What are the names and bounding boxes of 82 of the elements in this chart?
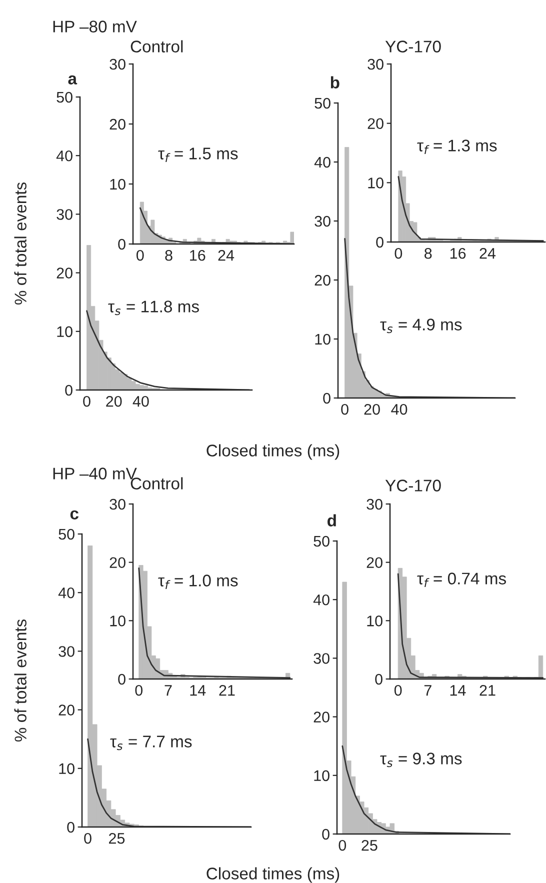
y-tick-label: 20 [110,557,126,568]
y-tick-label: 20 [368,118,384,130]
chart-title: d [328,514,336,526]
y-tick-label: 30 [314,653,330,664]
annotation: τ$_{f}$ = 1.3 ms [417,140,497,154]
y-tick-label: 30 [110,58,126,70]
chart-title: Control [130,477,183,490]
y-tick-label: 0 [375,674,382,685]
y-tick-label: 10 [314,770,330,782]
annotation: τ$_{f}$ = 0.74 ms [417,572,506,588]
x-tick-label: 7 [424,685,432,696]
x-tick-label: 25 [362,840,378,851]
text: HP –80 mV [53,20,137,32]
y-tick-label: 10 [59,763,74,774]
y-tick-label: 50 [314,536,330,547]
y-axis-title: % of total events [14,619,26,742]
chart-title: Control [130,40,183,52]
annotation: τ$_{s}$ = 4.9 ms [380,318,462,334]
x-tick-label: 0 [135,684,143,696]
x-axis-title: Closed times (ms) [206,444,340,460]
x-tick-label: 24 [480,248,496,259]
y-tick-label: 30 [314,216,330,227]
y-tick-label: 50 [58,528,74,540]
x-tick-label: 21 [219,684,235,696]
x-axis-title: Closed times (ms) [206,867,340,883]
x-tick-label: 8 [165,250,172,261]
y-tick-label: 40 [314,156,330,168]
y-tick-label: 10 [110,178,126,190]
y-tick-label: 0 [65,384,72,396]
annotation: τ$_{s}$ = 11.8 ms [108,300,199,316]
x-tick-label: 0 [341,404,348,415]
y-tick-label: 0 [67,822,74,833]
chart-title: a [68,75,78,84]
y-tick-label: 20 [314,712,330,722]
x-tick-label: 0 [394,684,402,696]
y-axis-title: % of total events [14,182,26,305]
x-tick-label: 16 [450,248,466,259]
y-tick-label: 10 [110,616,126,626]
annotation: τ$_{f}$ = 1.5 ms [158,148,238,162]
y-tick-label: 20 [110,118,126,130]
y-tick-label: 30 [58,646,74,657]
y-tick-label: 30 [366,498,382,510]
x-tick-label: 40 [391,404,408,415]
y-tick-label: 40 [56,150,72,162]
x-tick-label: 25 [109,832,125,844]
x-tick-label: 14 [450,685,466,696]
x-tick-label: 0 [394,248,402,259]
annotation: τ$_{s}$ = 9.3 ms [380,752,462,768]
y-tick-label: 20 [56,268,72,278]
x-tick-label: 14 [190,685,206,696]
x-tick-label: 0 [83,396,90,407]
y-tick-label: 10 [368,178,384,188]
annotation: τ$_{s}$ = 7.7 ms [110,736,192,750]
y-tick-label: 30 [110,498,126,510]
y-tick-label: 30 [56,209,72,220]
y-tick-label: 50 [314,98,330,109]
y-tick-label: 40 [58,587,74,598]
x-tick-label: 16 [190,250,206,261]
y-tick-label: 0 [376,236,384,248]
x-tick-label: 21 [480,684,496,696]
y-tick-label: 50 [56,92,72,103]
chart-title: YC-170 [385,480,441,492]
annotation: τ$_{f}$ = 1.0 ms [158,574,238,590]
text: HP –40 mV [53,468,137,480]
y-tick-label: 20 [314,274,330,286]
chart-title: YC-170 [385,40,441,52]
x-tick-label: 0 [136,250,144,261]
y-tick-label: 0 [118,238,126,250]
y-tick-label: 40 [313,594,330,606]
x-tick-label: 24 [218,250,234,261]
y-tick-label: 10 [315,334,330,345]
y-tick-label: 20 [58,704,74,716]
y-tick-label: 10 [57,326,72,338]
x-tick-label: 7 [164,685,172,696]
x-tick-label: 40 [132,396,149,407]
y-tick-label: 10 [367,616,382,626]
y-tick-label: 20 [366,557,382,568]
x-tick-label: 8 [424,248,432,259]
y-tick-label: 0 [118,674,126,685]
chart-title: c [70,510,79,520]
chart-title: b [330,76,340,88]
y-tick-label: 30 [368,58,384,70]
